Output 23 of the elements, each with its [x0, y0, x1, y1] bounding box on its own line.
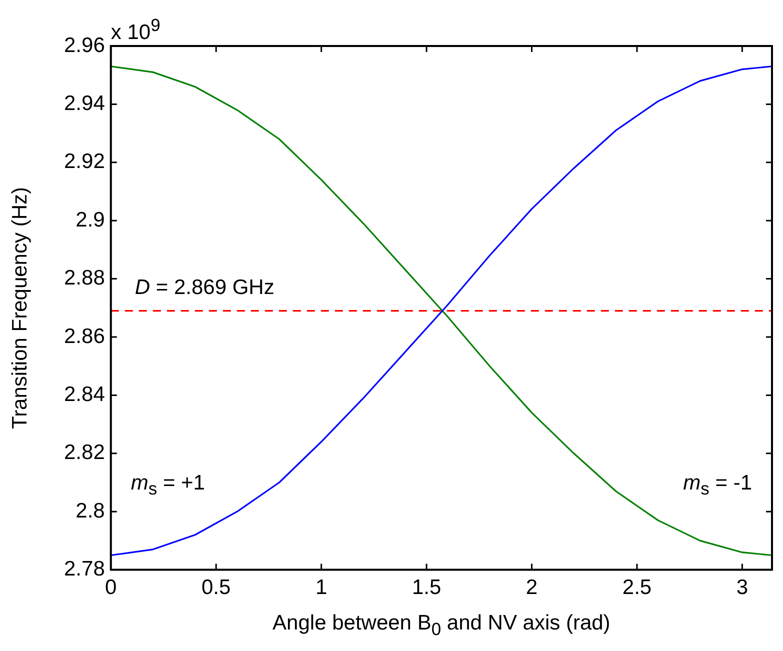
- x-axis-title: Angle between B$_{0}$ and NV axis (rad): [272, 612, 610, 639]
- y-tick-label: 2.86: [64, 324, 105, 348]
- y-axis-title: Transition Frequency (Hz): [8, 186, 32, 429]
- ref-line-label: D = 2.869 GHz: [134, 276, 274, 299]
- y-tick-label: 2.92: [64, 150, 105, 174]
- series-label: m$_{s}$ = -1: [683, 472, 752, 499]
- y-tick-label: 2.9: [76, 208, 105, 232]
- y-tick-label: 2.84: [64, 382, 106, 406]
- series-label: m$_{s}$ = +1: [130, 472, 205, 499]
- x-tick-label: 0: [105, 576, 117, 600]
- x-tick-label: 2.5: [622, 576, 652, 600]
- x-tick-label: 1.5: [412, 576, 442, 600]
- x-tick-label: 3: [736, 576, 748, 600]
- y-tick-label: 2.96: [64, 34, 105, 57]
- y-tick-label: 2.88: [64, 266, 105, 290]
- y-tick-label: 2.94: [64, 92, 106, 115]
- x-tick-label: 1: [315, 576, 328, 600]
- x-tick-label: 2: [526, 576, 538, 600]
- x-tick-label: 0.5: [201, 576, 231, 600]
- y-tick-label: 2.8: [76, 499, 105, 522]
- text: x 10$^{9}$: [110, 14, 160, 44]
- y-tick-label: 2.78: [64, 558, 105, 581]
- y-tick-label: 2.82: [64, 441, 105, 464]
